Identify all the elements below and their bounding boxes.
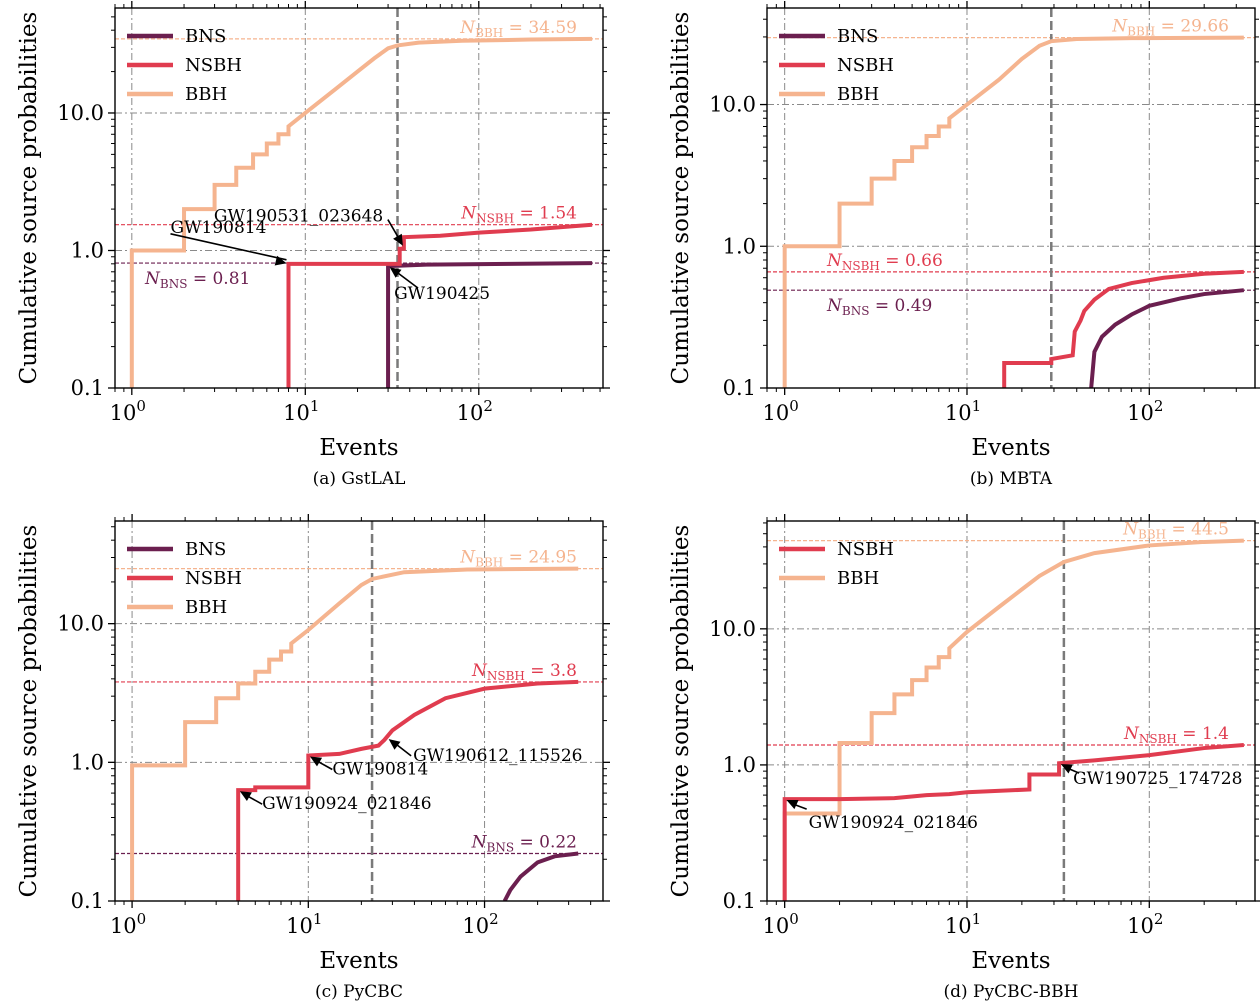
total-label-bns: NBNS = 0.49 bbox=[826, 296, 932, 318]
total-label-nsbh: NNSBH = 3.8 bbox=[471, 661, 577, 683]
y-tick-label: 10.0 bbox=[57, 612, 104, 636]
panel-caption: (c) PyCBC bbox=[315, 982, 403, 1002]
legend-label-bbh: BBH bbox=[837, 568, 879, 589]
series-bns bbox=[1089, 288, 1245, 388]
x-tick-label: 100 bbox=[110, 397, 146, 425]
total-label-bbh: NBBH = 44.5 bbox=[1122, 520, 1229, 542]
y-tick-label: 10.0 bbox=[709, 93, 756, 117]
total-label-nsbh: NNSBH = 1.4 bbox=[1123, 724, 1229, 746]
y-axis-label: Cumulative source probabilities bbox=[16, 525, 42, 898]
x-tick-label: 100 bbox=[763, 397, 799, 425]
annotation-label: GW190814 bbox=[170, 218, 266, 238]
panel-1: 100 101 102 0.1 1.0 10.0 Events Cumulative sour… bbox=[16, 1, 610, 489]
y-tick-label: 0.1 bbox=[723, 376, 756, 400]
panel-caption: (b) MBTA bbox=[970, 469, 1053, 489]
panel-4: 100 101 102 0.1 1.0 10.0 Events Cumulative sour… bbox=[668, 514, 1260, 1002]
plot-frame bbox=[766, 7, 1256, 389]
y-tick-label: 0.1 bbox=[723, 889, 756, 913]
total-label-nsbh: NNSBH = 1.54 bbox=[460, 204, 577, 226]
series-nsbh bbox=[1002, 269, 1244, 388]
annotation-arrowhead bbox=[393, 233, 403, 246]
series-bbh bbox=[782, 538, 1244, 901]
annotation-arrowhead bbox=[388, 739, 401, 750]
total-label-bbh: NBBH = 29.66 bbox=[1111, 17, 1229, 39]
y-tick-label: 0.1 bbox=[71, 376, 104, 400]
y-tick-label: 10.0 bbox=[57, 101, 104, 125]
y-tick-label: 1.0 bbox=[71, 750, 104, 774]
x-tick-label: 102 bbox=[1127, 397, 1163, 425]
legend-label-bbh: BBH bbox=[185, 597, 227, 618]
panel-caption: (a) GstLAL bbox=[313, 469, 406, 489]
x-tick-label: 100 bbox=[110, 910, 146, 938]
series-bbh bbox=[782, 35, 1244, 388]
annotation-arrowhead bbox=[310, 756, 323, 767]
total-label-nsbh: NNSBH = 0.66 bbox=[826, 251, 943, 273]
total-label-bbh: NBBH = 24.95 bbox=[459, 548, 577, 570]
annotation-label: GW190612_115526 bbox=[413, 746, 582, 766]
legend-label-nsbh: NSBH bbox=[185, 55, 242, 76]
annotation-label: GW190924_021846 bbox=[809, 813, 978, 833]
y-tick-label: 0.1 bbox=[71, 889, 104, 913]
plot-frame bbox=[766, 520, 1256, 902]
series-nsbh bbox=[236, 679, 579, 901]
annotation-label: GW190924_021846 bbox=[262, 794, 431, 814]
total-label-bns: NBNS = 0.22 bbox=[471, 833, 577, 855]
annotation-label: GW190531_023648 bbox=[214, 207, 383, 227]
x-tick-label: 101 bbox=[945, 910, 981, 938]
legend-label-nsbh: NSBH bbox=[185, 568, 242, 589]
x-axis-label: Events bbox=[319, 948, 398, 974]
series-bns bbox=[502, 851, 579, 901]
y-axis-label: Cumulative source probabilities bbox=[16, 12, 42, 385]
annotation-label: GW190814 bbox=[332, 760, 428, 780]
annotation-arrowhead bbox=[1060, 764, 1073, 774]
annotation-arrowhead bbox=[274, 255, 287, 266]
x-tick-label: 101 bbox=[286, 910, 322, 938]
annotation-label: GW190725_174728 bbox=[1073, 769, 1242, 789]
y-axis-label: Cumulative source probabilities bbox=[668, 525, 694, 898]
x-tick-label: 102 bbox=[457, 397, 493, 425]
legend-label-bns: BNS bbox=[837, 26, 878, 47]
legend-label-nsbh: NSBH bbox=[837, 55, 894, 76]
legend-label-bbh: BBH bbox=[185, 84, 227, 105]
plot-frame bbox=[114, 520, 604, 902]
y-tick-label: 1.0 bbox=[71, 238, 104, 262]
annotation-arrowhead bbox=[239, 791, 252, 801]
total-label-bbh: NBBH = 34.59 bbox=[459, 18, 577, 40]
series-bbh bbox=[130, 566, 579, 901]
series-bbh bbox=[129, 36, 593, 388]
annotation-arrow bbox=[170, 233, 287, 261]
annotation-arrowhead bbox=[389, 267, 402, 278]
plot-frame bbox=[114, 7, 604, 389]
x-tick-label: 101 bbox=[945, 397, 981, 425]
annotation-arrowhead bbox=[786, 800, 799, 810]
series-bns bbox=[386, 261, 593, 388]
legend-label-nsbh: NSBH bbox=[837, 539, 894, 560]
x-tick-label: 102 bbox=[462, 910, 498, 938]
y-tick-label: 1.0 bbox=[723, 753, 756, 777]
legend-label-bbh: BBH bbox=[837, 84, 879, 105]
total-label-bns: NBNS = 0.81 bbox=[144, 269, 250, 291]
x-axis-label: Events bbox=[971, 435, 1050, 461]
x-tick-label: 100 bbox=[763, 910, 799, 938]
panel-2: 100 101 102 0.1 1.0 10.0 Events Cumulative sour… bbox=[668, 1, 1260, 489]
series-nsbh bbox=[286, 222, 593, 388]
y-axis-label: Cumulative source probabilities bbox=[668, 12, 694, 385]
x-axis-label: Events bbox=[971, 948, 1050, 974]
panel-3: 100 101 102 0.1 1.0 10.0 Events Cumulative sour… bbox=[16, 514, 610, 1002]
x-tick-label: 101 bbox=[283, 397, 319, 425]
series-nsbh bbox=[782, 743, 1244, 901]
x-axis-label: Events bbox=[319, 435, 398, 461]
legend-label-bns: BNS bbox=[185, 26, 226, 47]
y-tick-label: 10.0 bbox=[709, 617, 756, 641]
x-tick-label: 102 bbox=[1127, 910, 1163, 938]
panel-caption: (d) PyCBC-BBH bbox=[944, 982, 1079, 1002]
annotation-label: GW190425 bbox=[394, 284, 490, 304]
legend-label-bns: BNS bbox=[185, 539, 226, 560]
y-tick-label: 1.0 bbox=[723, 234, 756, 258]
